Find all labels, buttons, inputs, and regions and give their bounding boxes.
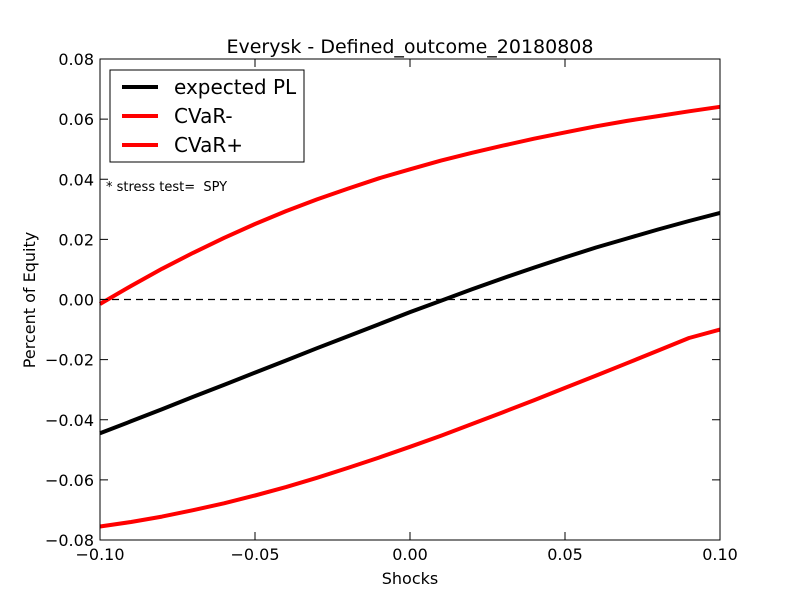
- legend-label-0: expected PL: [174, 75, 297, 99]
- y-tick-label: 0.08: [58, 50, 94, 69]
- chart-title: Everysk - Defined_outcome_20180808: [226, 36, 593, 58]
- legend-label-2: CVaR+: [174, 133, 243, 157]
- y-tick-label: 0.00: [58, 291, 94, 310]
- series-line-1: [98, 104, 721, 306]
- series-line-2: [99, 327, 721, 529]
- axis-ticks: −0.10 −0.05 0.00 0.05 0.10 −0.08 −0.06 −0.04 −0.…: [45, 50, 738, 564]
- x-tick-label: −0.10: [75, 545, 124, 564]
- x-axis-label: Shocks: [382, 569, 438, 588]
- y-tick-label: 0.02: [58, 230, 94, 249]
- y-tick-label: 0.04: [58, 170, 94, 189]
- x-tick-label: 0.05: [547, 545, 583, 564]
- x-tick-label: 0.00: [392, 545, 428, 564]
- y-axis-label: Percent of Equity: [20, 232, 39, 368]
- plot-area: [98, 104, 721, 529]
- legend: expected PL CVaR- CVaR+: [109, 69, 305, 163]
- y-tick-label: 0.06: [58, 110, 94, 129]
- y-tick-label: −0.06: [45, 471, 94, 490]
- x-tick-label: 0.10: [702, 545, 738, 564]
- stress-test-annotation: * stress test= SPY: [106, 180, 227, 195]
- y-tick-label: −0.02: [45, 351, 94, 370]
- series-line-0: [99, 210, 721, 436]
- legend-label-1: CVaR-: [174, 104, 233, 128]
- x-tick-label: −0.05: [230, 545, 279, 564]
- y-tick-label: −0.04: [45, 411, 94, 430]
- y-tick-label: −0.08: [45, 531, 94, 550]
